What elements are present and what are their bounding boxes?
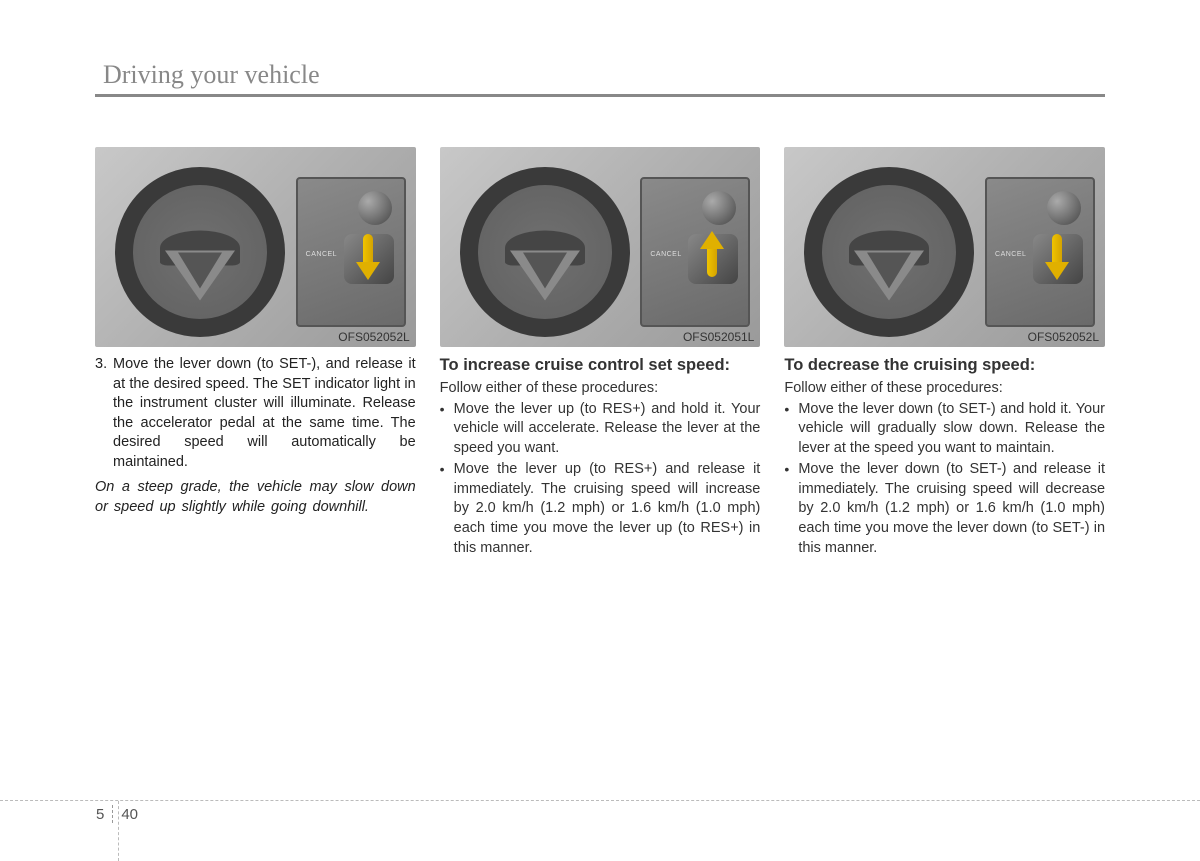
chapter-number: 5 <box>96 806 112 823</box>
figure-2: CANCEL OFS052051L <box>440 147 761 347</box>
bullet-item: Move the lever down (to SET-) and releas… <box>784 460 1105 558</box>
bullet-item: Move the lever up (to RES+) and hold it.… <box>440 400 761 459</box>
figure-3: CANCEL OFS052052L <box>784 147 1105 347</box>
onoff-knob-icon <box>358 191 392 225</box>
italic-note: On a steep grade, the vehicle may slow d… <box>95 478 416 517</box>
bullet-item: Move the lever up (to RES+) and release … <box>440 460 761 558</box>
figure-code: OFS052052L <box>338 330 409 344</box>
cancel-label: CANCEL <box>306 251 337 258</box>
page-footer: 5 40 <box>96 805 138 823</box>
control-inset: CANCEL <box>296 177 406 327</box>
manual-page: Driving your vehicle CANCEL <box>0 0 1200 560</box>
steering-wheel-icon <box>460 167 630 337</box>
subheading: To decrease the cruising speed: <box>784 355 1105 376</box>
lead-text: Follow either of these procedures: <box>440 380 761 396</box>
header-rule <box>95 94 1105 97</box>
lead-text: Follow either of these procedures: <box>784 380 1105 396</box>
figure-code: OFS052052L <box>1028 330 1099 344</box>
footer-divider <box>112 805 113 823</box>
column-1: CANCEL OFS052052L 3. Move the lever down… <box>95 147 416 560</box>
control-inset: CANCEL <box>640 177 750 327</box>
control-inset: CANCEL <box>985 177 1095 327</box>
numbered-step: 3. Move the lever down (to SET-), and re… <box>95 355 416 472</box>
arrow-up-icon <box>703 227 723 277</box>
steering-wheel-icon <box>804 167 974 337</box>
section-title: Driving your vehicle <box>103 60 1105 90</box>
page-number: 40 <box>121 806 138 823</box>
bullet-item: Move the lever down (to SET-) and hold i… <box>784 400 1105 459</box>
cancel-label: CANCEL <box>995 251 1026 258</box>
step-number: 3. <box>95 355 113 472</box>
arrow-down-icon <box>1048 234 1068 284</box>
content-columns: CANCEL OFS052052L 3. Move the lever down… <box>95 147 1105 560</box>
cancel-label: CANCEL <box>650 251 681 258</box>
body-text-1: 3. Move the lever down (to SET-), and re… <box>95 355 416 518</box>
onoff-knob-icon <box>702 191 736 225</box>
bullet-list: Move the lever down (to SET-) and hold i… <box>784 400 1105 559</box>
onoff-knob-icon <box>1047 191 1081 225</box>
steering-wheel-icon <box>115 167 285 337</box>
figure-1: CANCEL OFS052052L <box>95 147 416 347</box>
subheading: To increase cruise control set speed: <box>440 355 761 376</box>
arrow-down-icon <box>359 234 379 284</box>
figure-code: OFS052051L <box>683 330 754 344</box>
footer-dashed-line <box>0 800 1200 801</box>
column-2: CANCEL OFS052051L To increase cruise con… <box>440 147 761 560</box>
bullet-list: Move the lever up (to RES+) and hold it.… <box>440 400 761 559</box>
column-3: CANCEL OFS052052L To decrease the cruisi… <box>784 147 1105 560</box>
step-text: Move the lever down (to SET-), and relea… <box>113 355 416 472</box>
